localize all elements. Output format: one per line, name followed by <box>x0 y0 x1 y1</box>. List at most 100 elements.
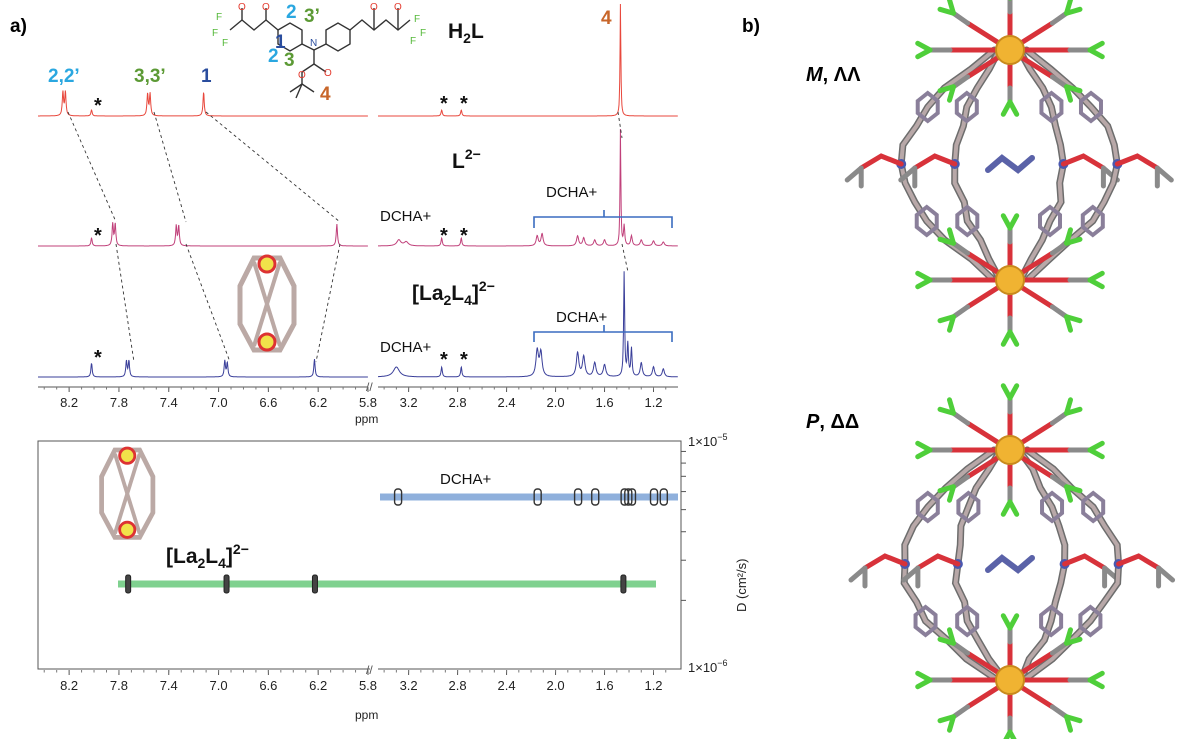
dosy-y-label: D (cm²/s) <box>734 559 749 612</box>
aromatic-ring <box>915 90 940 124</box>
impurity-stars: * * * * * * * * * <box>94 93 468 371</box>
dosy-dcha-label: DCHA+ <box>440 471 492 488</box>
lanthanum-atom <box>995 35 1025 65</box>
svg-text:O: O <box>370 2 378 13</box>
dosy-peak-contour <box>591 488 600 506</box>
dcha-label-l2-bracket: DCHA+ <box>546 184 598 201</box>
struct-label-2: 2 <box>268 46 279 67</box>
ppm-tick: 7.4 <box>160 395 178 410</box>
structure-p: P, ΔΔ <box>806 383 1176 739</box>
panel-b-label: b) <box>742 16 760 37</box>
svg-text:*: * <box>460 225 468 247</box>
carbamate-group <box>858 153 904 171</box>
dcha-cation <box>985 554 1035 574</box>
svg-text:*: * <box>460 93 468 115</box>
carbamate-group <box>915 553 961 571</box>
svg-text:*: * <box>460 349 468 371</box>
correlation-lines <box>67 111 629 363</box>
svg-text:*: * <box>94 225 102 247</box>
svg-text:F: F <box>216 12 222 23</box>
svg-text:*: * <box>440 349 448 371</box>
dcha-annotations: DCHA+ DCHA+ DCHA+ DCHA+ <box>380 184 673 356</box>
ppm-tick: 6.6 <box>259 678 277 693</box>
dosy-y-bottom: 1×10−6 <box>688 658 728 675</box>
ppm-tick: 2.4 <box>498 678 516 693</box>
svg-text://: // <box>366 663 373 677</box>
ppm-tick: 8.2 <box>60 678 78 693</box>
ligand-position-labels: 1 2 3’ 2 3 4 <box>268 2 331 105</box>
ppm-tick: 1.2 <box>644 678 662 693</box>
label-p-delta: P, ΔΔ <box>806 411 859 433</box>
peak-label-1: 1 <box>201 66 212 87</box>
dosy-peak-contour <box>573 488 583 506</box>
aromatic-ring <box>955 604 980 638</box>
spectrum-h2l-left <box>38 90 368 117</box>
struct-label-1: 1 <box>275 32 286 53</box>
dosy-cage-icon <box>99 446 156 540</box>
ppm-tick: 1.6 <box>595 395 613 410</box>
dosy-peak-contour <box>125 574 132 594</box>
struct-label-3a: 3’ <box>304 6 320 27</box>
ppm-tick: 5.8 <box>359 395 377 410</box>
ppm-tick: 2.8 <box>449 395 467 410</box>
spectrum-la2l4-left <box>38 358 368 378</box>
carbamate-group <box>1116 553 1162 571</box>
ppm-tick: 1.6 <box>595 678 613 693</box>
label-la2l4: [La2L4]2− <box>412 278 495 308</box>
carbamate-group <box>912 153 958 171</box>
dosy-panel: // DCHA+ [La2L4]2− 1×10−5 1×10−6 D (cm²/… <box>37 432 749 722</box>
svg-text:F: F <box>212 28 218 39</box>
label-l2: L2− <box>452 146 481 173</box>
spectrum-l2-left <box>38 222 368 247</box>
ppm-tick: 6.2 <box>309 395 327 410</box>
dosy-peak-contour <box>659 488 669 506</box>
ppm-tick: 1.2 <box>644 395 662 410</box>
peak-label-3-3prime: 3,3’ <box>134 66 166 87</box>
svg-text:N: N <box>310 38 317 49</box>
structure-m: M, ΛΛ <box>806 0 1174 347</box>
panel-a-label: a) <box>10 16 27 37</box>
svg-text:O: O <box>298 70 306 81</box>
dosy-peak-contour <box>624 488 633 506</box>
ppm-tick: 2.4 <box>498 395 516 410</box>
svg-text:O: O <box>238 2 246 13</box>
carbamate-group <box>1062 553 1108 571</box>
ppm-tick: 5.8 <box>359 678 377 693</box>
aromatic-ring <box>915 490 940 524</box>
carbamate-group <box>1060 153 1106 171</box>
svg-text:*: * <box>94 347 102 369</box>
aromatic-ring <box>955 204 980 238</box>
ppm-axis-top: // 8.2 7.8 7.4 7.0 6.6 6.2 5.8 3.2 2.8 2.4 2.0 1.6 1… <box>38 380 678 426</box>
aromatic-ring <box>1078 90 1103 124</box>
struct-label-2a: 2 <box>286 2 297 23</box>
aromatic-ring <box>1037 204 1062 238</box>
svg-text:*: * <box>440 225 448 247</box>
carbamate-group <box>862 553 908 571</box>
svg-text:O: O <box>262 2 270 13</box>
svg-text:*: * <box>94 95 102 117</box>
aromatic-ring <box>1040 490 1065 524</box>
dosy-peak-contour <box>627 488 637 506</box>
lanthanum-atom <box>995 265 1025 295</box>
ppm-tick: 2.0 <box>547 395 565 410</box>
ligand-atom-labels: O O O O F F F F F F N O O <box>212 2 426 81</box>
svg-text:*: * <box>440 93 448 115</box>
svg-text:O: O <box>394 2 402 13</box>
aromatic-ring <box>913 604 938 638</box>
ppm-label-bottom: ppm <box>355 708 378 722</box>
lanthanum-atom <box>995 665 1025 695</box>
ppm-tick: 7.4 <box>160 678 178 693</box>
cage-icon <box>237 254 297 353</box>
dcha-cation <box>985 154 1035 174</box>
label-h2l: H2L <box>448 20 484 46</box>
aromatic-ring <box>1039 604 1064 638</box>
peak-label-4: 4 <box>601 8 612 29</box>
carbamate-group <box>1114 153 1160 171</box>
dosy-peak-contour <box>649 488 659 506</box>
ppm-tick: 7.8 <box>110 678 128 693</box>
ppm-tick: 7.0 <box>210 678 228 693</box>
aromatic-ring <box>956 490 981 524</box>
svg-text:F: F <box>420 28 426 39</box>
dosy-peak-contour <box>533 488 542 506</box>
spectrum-la2l4-right <box>378 271 678 378</box>
